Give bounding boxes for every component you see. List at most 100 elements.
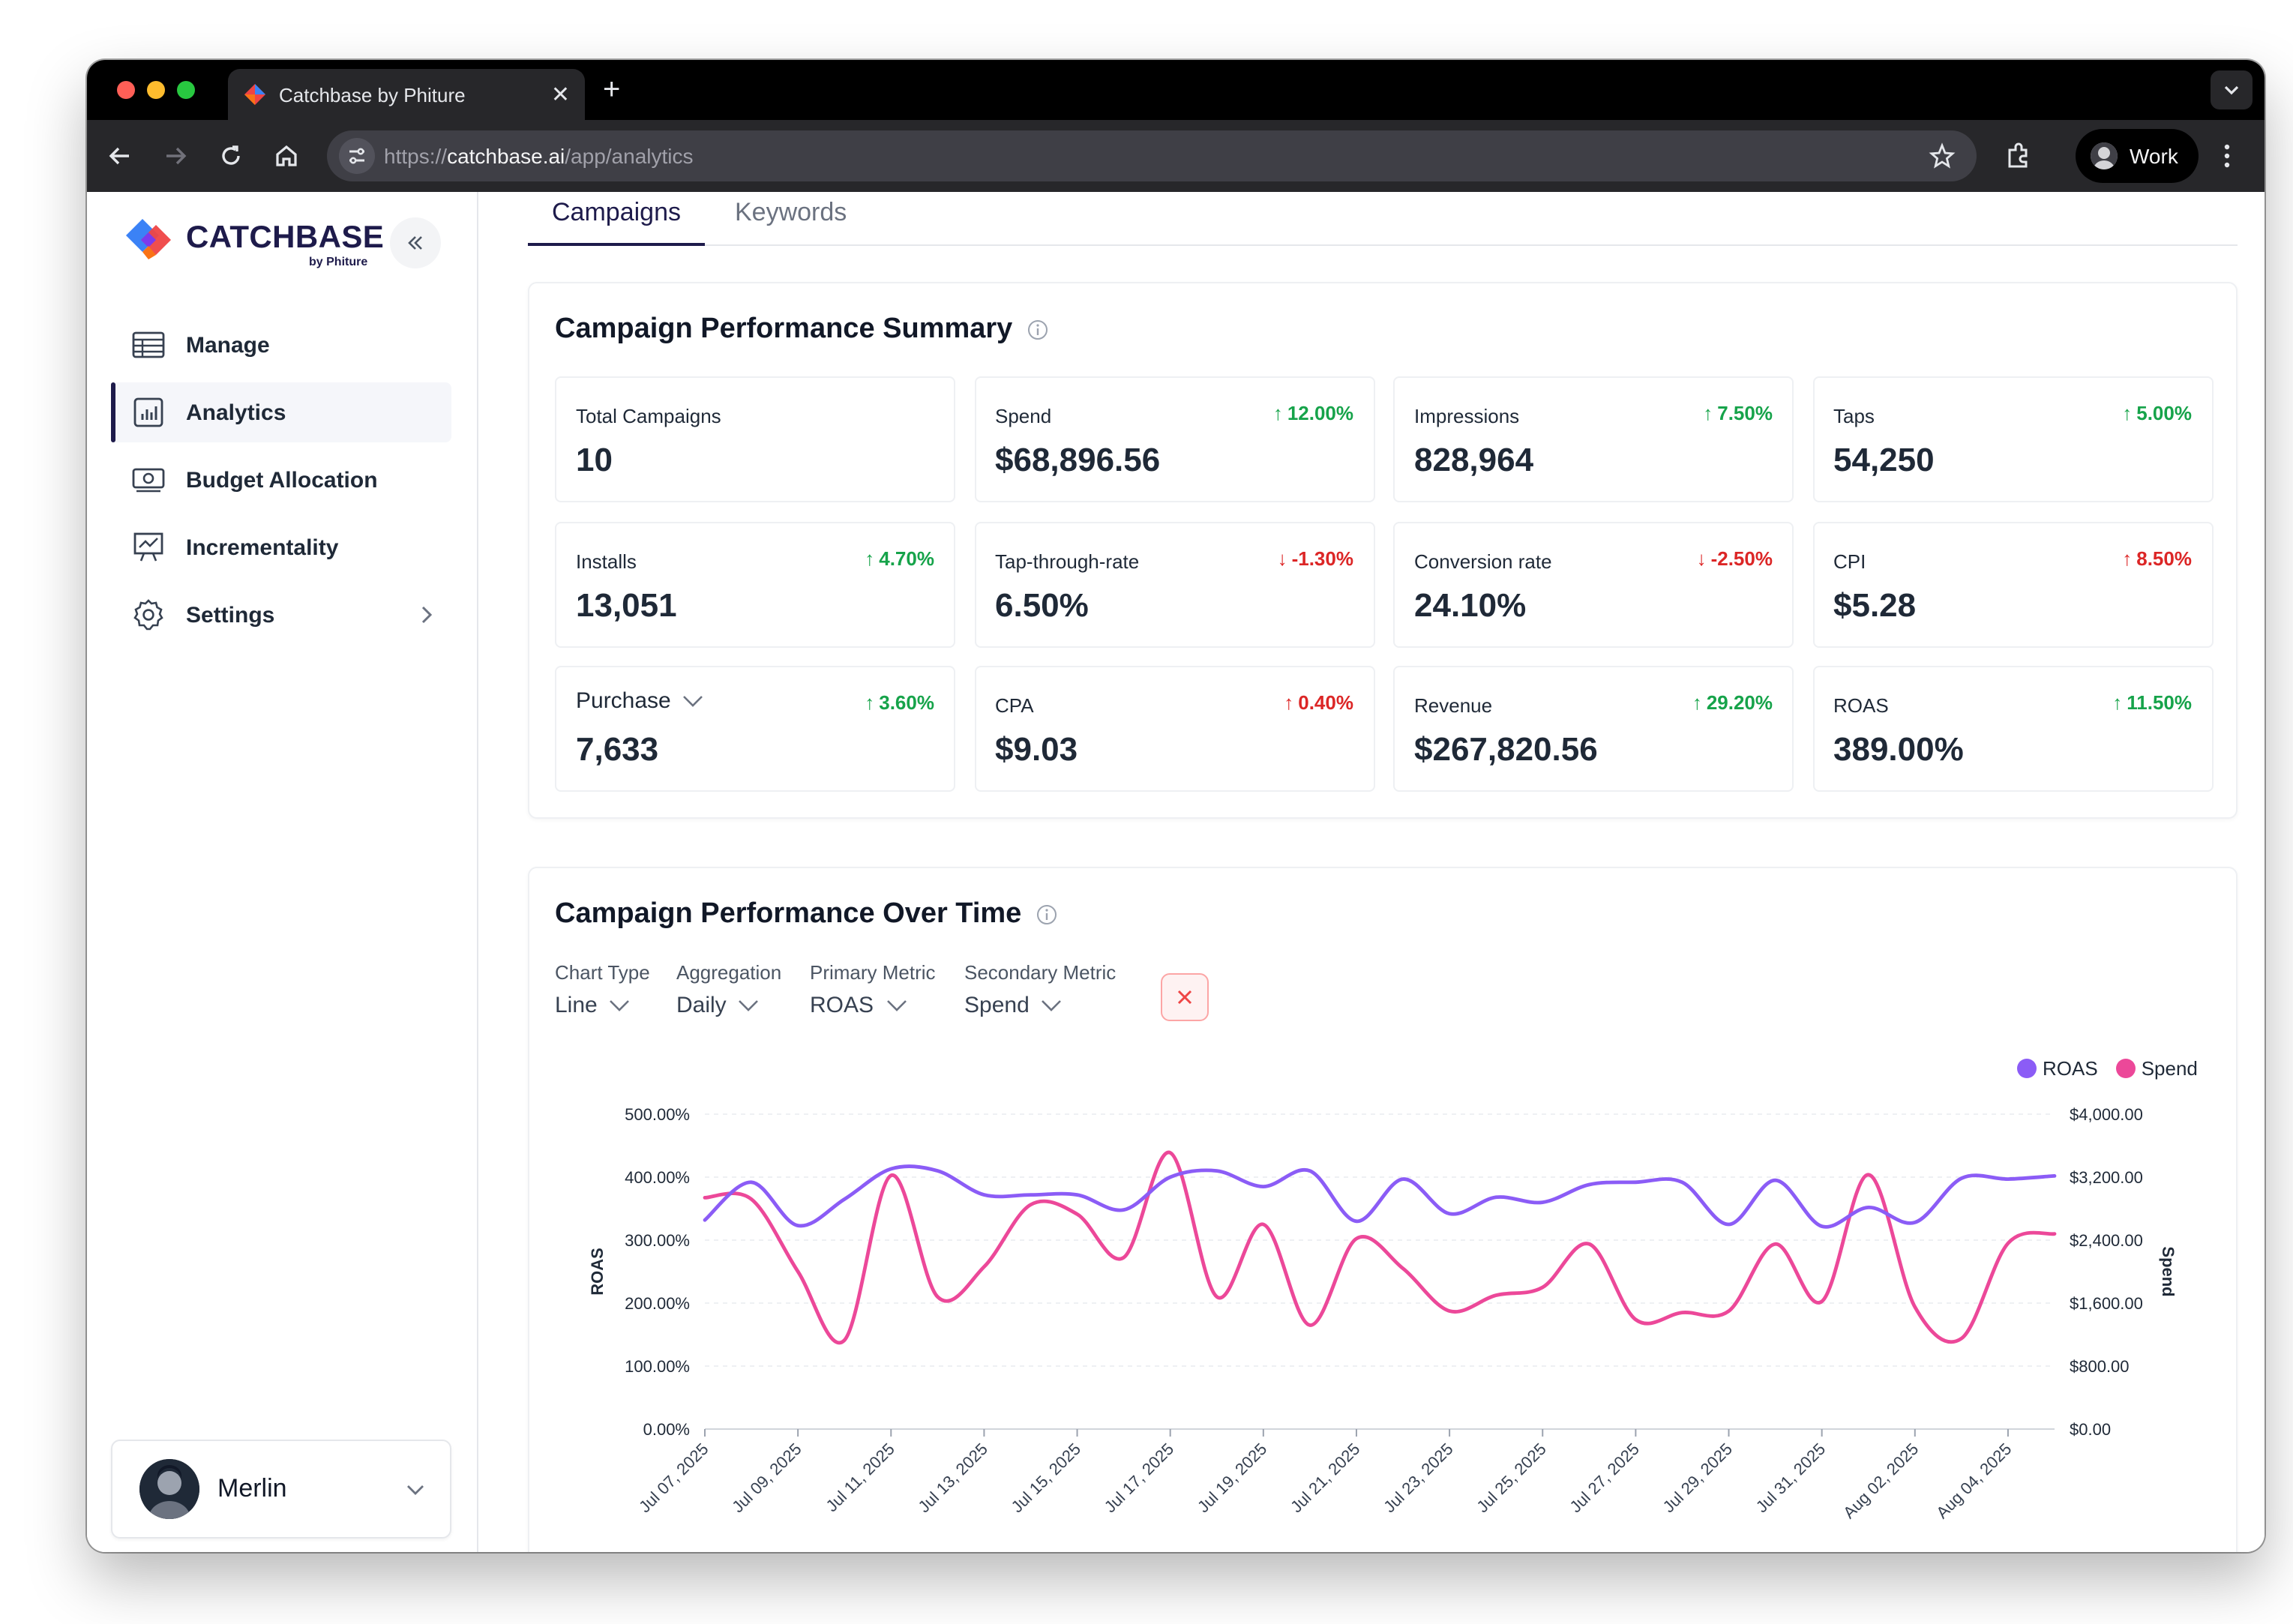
metric-delta: ↑ 5.00% xyxy=(2122,402,2192,424)
metric-value: $9.03 xyxy=(995,730,1078,768)
collapse-sidebar-button[interactable] xyxy=(390,217,441,268)
bookmark-star-icon[interactable] xyxy=(1929,142,1956,177)
sidebar-item-incrementality[interactable]: Incrementality xyxy=(111,517,451,577)
clear-secondary-metric-button[interactable] xyxy=(1161,973,1209,1021)
metric-card[interactable]: Purchase 7,633 ↑ 3.60% xyxy=(555,666,955,792)
y-tick-label: 300.00% xyxy=(625,1231,690,1250)
metric-label: Conversion rate xyxy=(1414,550,1552,572)
chart-legend: ROAS Spend xyxy=(2017,1057,2198,1080)
table-icon xyxy=(132,328,165,361)
metric-value: 389.00% xyxy=(1833,730,1964,768)
tab-title: Catchbase by Phiture xyxy=(279,83,466,106)
legend-dot xyxy=(2115,1059,2136,1078)
new-tab-icon[interactable]: + xyxy=(603,73,621,106)
user-menu[interactable]: Merlin xyxy=(111,1440,451,1539)
banknote-icon xyxy=(132,463,165,496)
extensions-icon[interactable] xyxy=(2004,141,2034,178)
x-tick-label: Jul 19, 2025 xyxy=(1194,1440,1270,1516)
metric-delta: ↑ 3.60% xyxy=(865,691,934,714)
sidebar-item-label: Manage xyxy=(186,332,270,358)
tab-campaigns[interactable]: Campaigns xyxy=(528,198,705,246)
chevron-down-icon[interactable] xyxy=(683,694,704,708)
reload-button[interactable] xyxy=(216,141,246,171)
catchbase-favicon-icon xyxy=(244,84,265,105)
primary-metric-value: ROAS xyxy=(810,993,874,1018)
profile-button[interactable]: Work xyxy=(2076,129,2199,183)
metric-delta: ↑ 11.50% xyxy=(2112,691,2192,714)
arrow-right-icon xyxy=(166,147,187,165)
avatar xyxy=(139,1459,199,1519)
sidebar-item-settings[interactable]: Settings xyxy=(111,585,451,645)
summary-card: Campaign Performance Summary Total Campa… xyxy=(528,282,2238,819)
arrow-up-icon: ↑ xyxy=(1692,691,1702,714)
series-line-spend xyxy=(703,1150,2057,1344)
sidebar-item-budget-allocation[interactable]: Budget Allocation xyxy=(111,450,451,510)
secondary-metric-select[interactable]: Secondary Metric Spend xyxy=(964,961,1116,1018)
address-bar[interactable]: https://catchbase.ai/app/analytics xyxy=(327,130,1977,181)
arrow-up-icon: ↑ xyxy=(1703,402,1713,424)
main-content: Campaigns Keywords Campaign Performance … xyxy=(480,192,2265,1552)
bar-chart-icon xyxy=(132,396,165,429)
chart-type-select[interactable]: Chart Type Line xyxy=(555,961,650,1018)
chevron-down-icon xyxy=(2224,85,2239,95)
browser-tab[interactable]: Catchbase by Phiture ✕ xyxy=(228,69,585,120)
tab-search-button[interactable] xyxy=(2211,70,2253,109)
maximize-window-button[interactable] xyxy=(177,81,195,99)
y2-tick-label: $0.00 xyxy=(2070,1420,2111,1439)
metric-value: 10 xyxy=(576,441,613,478)
chevron-down-icon xyxy=(407,1485,424,1495)
info-icon[interactable] xyxy=(1036,904,1057,925)
metric-label-text: Conversion rate xyxy=(1414,550,1552,572)
sidebar-item-manage[interactable]: Manage xyxy=(111,315,451,375)
metric-label: Impressions xyxy=(1414,405,1519,427)
info-icon[interactable] xyxy=(1027,319,1048,340)
aggregation-select[interactable]: Aggregation Daily xyxy=(676,961,781,1018)
x-tick-label: Jul 11, 2025 xyxy=(823,1440,898,1515)
home-button[interactable] xyxy=(271,141,301,171)
metric-card: Revenue $267,820.56 ↑ 29.20% xyxy=(1393,666,1794,792)
legend-item-roas[interactable]: ROAS xyxy=(2017,1057,2098,1080)
x-tick-label: Jul 07, 2025 xyxy=(635,1440,712,1516)
primary-metric-label: Primary Metric xyxy=(810,961,936,984)
aggregation-label: Aggregation xyxy=(676,961,782,984)
primary-metric-select[interactable]: Primary Metric ROAS xyxy=(810,961,936,1018)
metric-label-text: Installs xyxy=(576,550,637,572)
minimize-window-button[interactable] xyxy=(147,81,165,99)
metric-card: Spend $68,896.56 ↑ 12.00% xyxy=(974,376,1374,502)
site-settings-icon[interactable] xyxy=(339,138,375,174)
tab-strip: Catchbase by Phiture ✕ + xyxy=(87,60,2265,120)
x-tick-label: Aug 04, 2025 xyxy=(1932,1440,2015,1522)
forward-button[interactable] xyxy=(160,141,190,171)
metric-label: Installs xyxy=(576,550,637,572)
browser-menu-icon[interactable] xyxy=(2223,141,2232,178)
sidebar: CATCHBASE by Phiture Manage Analytics xyxy=(87,192,478,1552)
arrow-up-icon: ↑ xyxy=(1272,402,1283,424)
x-tick-label: Jul 31, 2025 xyxy=(1752,1440,1829,1516)
y2-axis-title: Spend xyxy=(2159,1246,2178,1296)
sidebar-item-label: Budget Allocation xyxy=(186,467,378,493)
metric-delta: ↑ 7.50% xyxy=(1703,402,1773,424)
catchbase-logo[interactable]: CATCHBASE xyxy=(123,216,384,261)
close-window-button[interactable] xyxy=(117,81,135,99)
legend-label: Spend xyxy=(2141,1057,2198,1080)
back-button[interactable] xyxy=(105,141,135,171)
metric-label: Total Campaigns xyxy=(576,405,721,427)
metric-label: CPI xyxy=(1833,550,1866,572)
sidebar-item-label: Incrementality xyxy=(186,535,339,560)
metric-label: Spend xyxy=(995,405,1051,427)
tab-keywords[interactable]: Keywords xyxy=(735,198,847,226)
metric-delta: ↑ 29.20% xyxy=(1692,691,1773,714)
metric-value: 54,250 xyxy=(1833,441,1935,478)
gear-icon xyxy=(132,598,165,631)
secondary-metric-value: Spend xyxy=(964,993,1030,1018)
logo-text: CATCHBASE xyxy=(186,220,385,255)
x-tick-label: Jul 13, 2025 xyxy=(915,1440,991,1516)
legend-item-spend[interactable]: Spend xyxy=(2115,1057,2198,1080)
metric-label-text: Purchase xyxy=(576,688,671,714)
close-tab-icon[interactable]: ✕ xyxy=(550,82,570,108)
chart-type-value: Line xyxy=(555,993,598,1018)
metric-label: Taps xyxy=(1833,405,1875,427)
close-icon xyxy=(1177,990,1192,1005)
sidebar-item-analytics[interactable]: Analytics xyxy=(111,382,451,442)
y2-tick-label: $2,400.00 xyxy=(2070,1231,2143,1250)
